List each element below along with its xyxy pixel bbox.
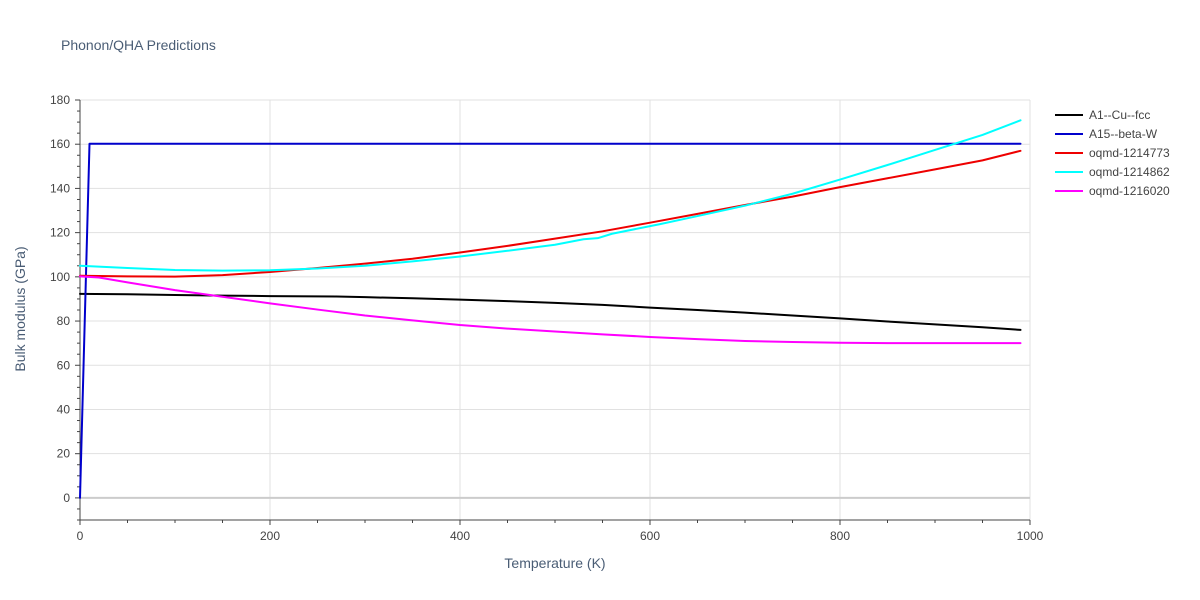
y-tick-label: 60: [57, 358, 71, 372]
x-tick-label: 1000: [1017, 529, 1044, 543]
x-tick-label: 0: [77, 529, 84, 543]
y-tick-label: 40: [57, 402, 71, 416]
series-line-A15--beta-W[interactable]: [79, 142, 1022, 499]
x-tick-label: 600: [640, 529, 660, 543]
series-line-oqmd-1214773[interactable]: [79, 149, 1022, 278]
y-tick-label: 100: [50, 270, 70, 284]
legend-item[interactable]: oqmd-1214862: [1055, 165, 1170, 179]
legend-label: oqmd-1216020: [1089, 184, 1170, 198]
legend-label: A1--Cu--fcc: [1089, 108, 1150, 122]
x-tick-label: 800: [830, 529, 850, 543]
series-line-A1--Cu--fcc[interactable]: [79, 292, 1022, 331]
series-line-oqmd-1216020[interactable]: [79, 275, 1022, 345]
series-lines: [79, 119, 1022, 499]
y-tick-label: 20: [57, 447, 71, 461]
grid-lines: [80, 99, 1031, 520]
legend[interactable]: A1--Cu--fcc A15--beta-W oqmd-1214773 oqmd-1…: [1055, 108, 1170, 198]
axes: 0 200 400 600 800 1000 0 20 40 60 80 100 120 140 160 18…: [50, 93, 1044, 543]
legend-label: oqmd-1214773: [1089, 146, 1170, 160]
legend-item[interactable]: A1--Cu--fcc: [1055, 108, 1150, 122]
y-tick-label: 80: [57, 314, 71, 328]
y-tick-label: 0: [63, 491, 70, 505]
legend-item[interactable]: oqmd-1214773: [1055, 146, 1170, 160]
legend-item[interactable]: oqmd-1216020: [1055, 184, 1170, 198]
chart-title: Phonon/QHA Predictions: [61, 37, 216, 53]
legend-label: oqmd-1214862: [1089, 165, 1170, 179]
y-tick-label: 140: [50, 181, 70, 195]
y-axis-title: Bulk modulus (GPa): [12, 246, 28, 371]
y-tick-label: 180: [50, 93, 70, 107]
y-tick-label: 160: [50, 137, 70, 151]
series-line-oqmd-1214862[interactable]: [79, 119, 1022, 272]
x-axis-title: Temperature (K): [504, 555, 605, 571]
y-tick-label: 120: [50, 226, 70, 240]
legend-item[interactable]: A15--beta-W: [1055, 127, 1158, 141]
x-tick-label: 200: [260, 529, 280, 543]
x-tick-label: 400: [450, 529, 470, 543]
legend-label: A15--beta-W: [1089, 127, 1158, 141]
